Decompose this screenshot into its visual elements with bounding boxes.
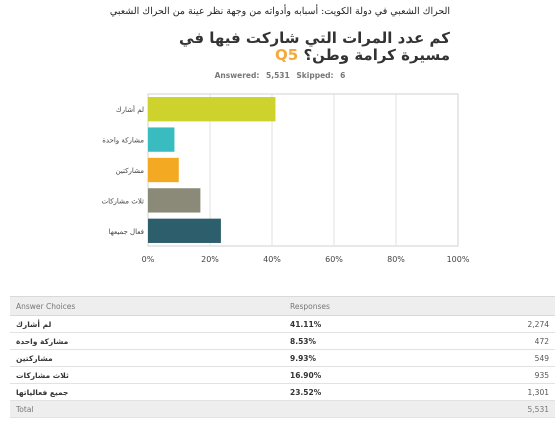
bar <box>148 157 179 183</box>
row-count: 2,274 <box>356 315 555 333</box>
row-count: 549 <box>356 349 555 367</box>
table-row: جميع فعالياتها 23.52% 1,301 <box>10 383 555 401</box>
total-spacer <box>284 400 356 418</box>
answered-label: Answered: <box>214 71 260 80</box>
row-choice: لم أشارك <box>10 315 284 333</box>
question-number: Q5 <box>275 46 299 64</box>
header-count <box>356 296 555 316</box>
document-header: الحراك الشعبي في دولة الكويت: أسبابه وأد… <box>109 6 451 17</box>
row-count: 935 <box>356 366 555 384</box>
header-responses: Responses <box>284 296 356 316</box>
responses-table: Answer Choices Responses لم أشارك 41.11%… <box>10 296 555 418</box>
table-header-row: Answer Choices Responses <box>10 296 555 316</box>
row-percent: 23.52% <box>284 383 356 401</box>
x-tick-label: 80% <box>387 255 405 264</box>
x-tick-label: 40% <box>263 255 281 264</box>
x-tick-label: 0% <box>142 255 155 264</box>
response-summary: Answered: 5,531 Skipped: 6 <box>0 71 560 80</box>
category-label: مشاركتين <box>116 167 145 175</box>
category-label: ثلاث مشاركات <box>101 197 144 205</box>
skipped-count: 6 <box>340 71 346 80</box>
skipped-label: Skipped: <box>296 71 334 80</box>
row-choice: ثلاث مشاركات <box>10 366 284 384</box>
x-tick-label: 20% <box>201 255 219 264</box>
question-text: كم عدد المرات التي شاركت فيها في مسيرة ك… <box>179 29 450 64</box>
table-total-row: Total 5,531 <box>10 400 555 418</box>
x-tick-label: 60% <box>325 255 343 264</box>
row-choice: مشاركة واحدة <box>10 332 284 350</box>
row-percent: 9.93% <box>284 349 356 367</box>
x-tick-label: 100% <box>447 255 470 264</box>
total-count: 5,531 <box>356 400 555 418</box>
header-answer-choices: Answer Choices <box>10 296 284 316</box>
table-row: لم أشارك 41.11% 2,274 <box>10 315 555 333</box>
row-percent: 8.53% <box>284 332 356 350</box>
category-label: لم أشارك <box>116 105 144 114</box>
bar <box>148 188 201 213</box>
row-percent: 41.11% <box>284 315 356 333</box>
row-count: 472 <box>356 332 555 350</box>
row-count: 1,301 <box>356 383 555 401</box>
category-label: مشاركة واحدة <box>102 137 144 145</box>
table-row: مشاركتين 9.93% 549 <box>10 349 555 367</box>
answered-count: 5,531 <box>266 71 290 80</box>
bar <box>148 127 175 152</box>
total-label: Total <box>10 400 284 418</box>
question-title: كم عدد المرات التي شاركت فيها في مسيرة ك… <box>160 30 450 64</box>
bar <box>148 218 221 243</box>
row-choice: مشاركتين <box>10 349 284 367</box>
bar-chart: 0% 20% 40% 60% 80% 100% لم أشارك مشاركة واحدة مش… <box>101 93 470 264</box>
row-choice: جميع فعالياتها <box>10 383 284 401</box>
table-row: مشاركة واحدة 8.53% 472 <box>10 332 555 350</box>
category-label: فعال جميعها <box>109 228 144 236</box>
bar <box>148 97 276 122</box>
row-percent: 16.90% <box>284 366 356 384</box>
table-row: ثلاث مشاركات 16.90% 935 <box>10 366 555 384</box>
